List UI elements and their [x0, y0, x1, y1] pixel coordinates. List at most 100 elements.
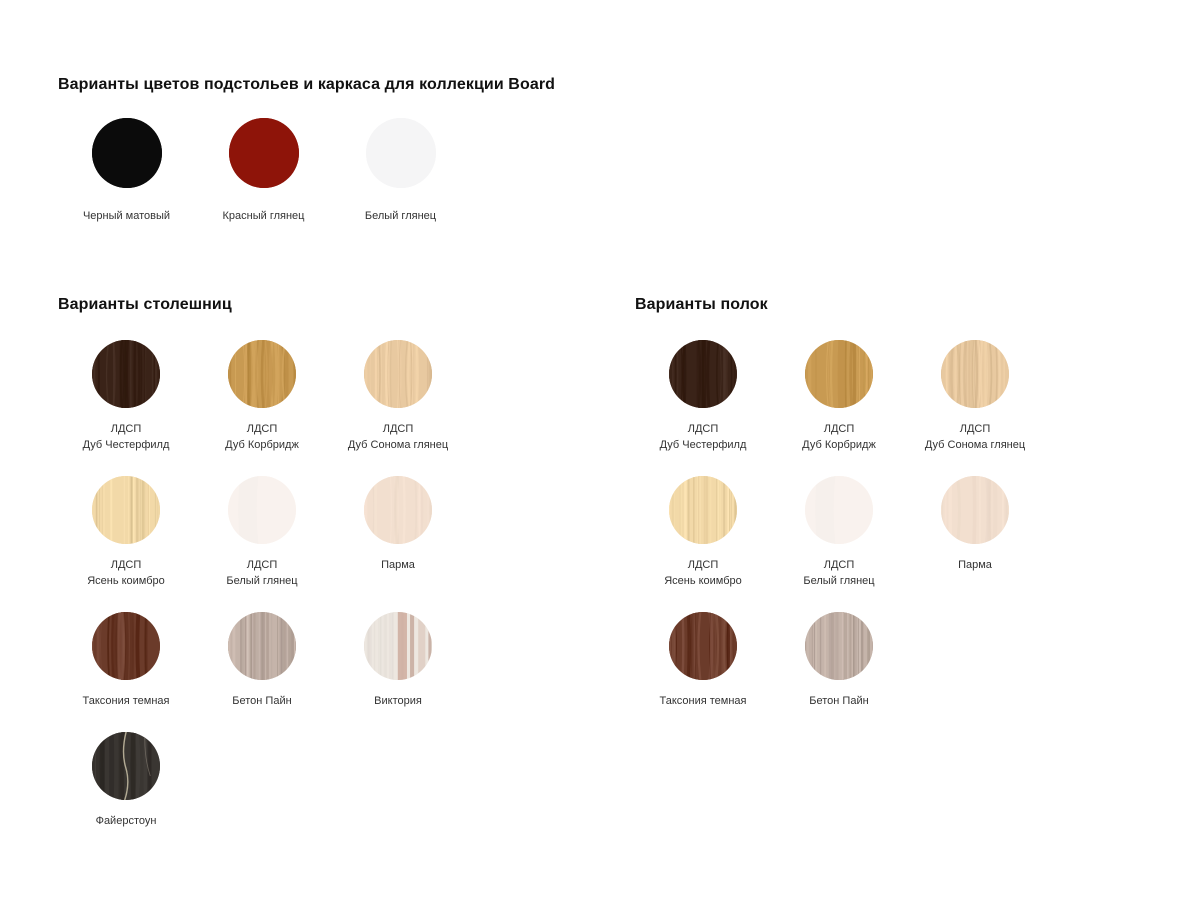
swatch-label: Таксония темная — [660, 693, 747, 709]
swatch-label: ЛДСП Дуб Сонома глянец — [925, 421, 1025, 453]
swatch-disc[interactable] — [805, 476, 873, 544]
swatch-дуб-честерфилд[interactable]: ЛДСП Дуб Честерфилд — [635, 340, 771, 453]
swatch-disc[interactable] — [669, 340, 737, 408]
swatch-label: Черный матовый — [83, 208, 170, 224]
swatch-disc[interactable] — [92, 732, 160, 800]
swatch-label: Бетон Пайн — [232, 693, 291, 709]
swatch-бетон-пайн[interactable]: Бетон Пайн — [771, 612, 907, 709]
swatch-парма[interactable]: Парма — [907, 476, 1043, 589]
swatch-белый-глянец[interactable]: Белый глянец — [332, 118, 469, 224]
swatch-label-line1: ЛДСП — [687, 559, 719, 571]
swatch-дуб-сонома-глянец[interactable]: ЛДСП Дуб Сонома глянец — [907, 340, 1043, 453]
swatch-дуб-корбридж[interactable]: ЛДСП Дуб Корбридж — [771, 340, 907, 453]
swatch-label-line2: Белый глянец — [226, 575, 298, 587]
swatch-disc[interactable] — [364, 340, 432, 408]
swatch-виктория[interactable]: Виктория — [330, 612, 466, 709]
swatch-label-line2: Ясень коимбро — [87, 575, 165, 587]
swatch-disc[interactable] — [91, 118, 162, 188]
swatch-disc[interactable] — [228, 340, 296, 408]
swatch-label: ЛДСП Ясень коимбро — [664, 557, 742, 589]
swatch-disc[interactable] — [669, 476, 737, 544]
swatch-disc[interactable] — [92, 476, 160, 544]
swatch-label: Таксония темная — [83, 693, 170, 709]
swatch-label-line1: ЛДСП — [959, 423, 991, 435]
swatch-label-line2: Дуб Сонома глянец — [924, 439, 1026, 451]
swatch-label-line2: Дуб Честерфилд — [659, 439, 747, 451]
swatch-disc[interactable] — [941, 340, 1009, 408]
swatch-label-line2: Дуб Корбридж — [802, 439, 876, 451]
page-title: Варианты цветов подстольев и каркаса для… — [58, 76, 556, 93]
swatch-disc[interactable] — [228, 118, 299, 188]
swatch-label-line2: Дуб Корбридж — [225, 439, 299, 451]
swatch-парма[interactable]: Парма — [330, 476, 466, 589]
swatch-disc[interactable] — [92, 340, 160, 408]
swatch-label-line1: ЛДСП — [382, 423, 414, 435]
swatch-disc[interactable] — [365, 118, 436, 188]
swatch-ясень-коимбро[interactable]: ЛДСП Ясень коимбро — [58, 476, 194, 589]
swatch-label: ЛДСП Ясень коимбро — [87, 557, 165, 589]
swatch-disc[interactable] — [941, 476, 1009, 544]
swatch-label: Парма — [958, 557, 992, 573]
swatch-label: Бетон Пайн — [809, 693, 868, 709]
swatch-label: Парма — [381, 557, 415, 573]
swatch-таксония-темная[interactable]: Таксония темная — [635, 612, 771, 709]
swatch-label: Файерстоун — [96, 813, 157, 829]
swatch-label: ЛДСП Дуб Корбридж — [225, 421, 299, 453]
swatch-label-line2: Дуб Честерфилд — [82, 439, 170, 451]
swatch-label: ЛДСП Дуб Честерфилд — [660, 421, 747, 453]
swatch-таксония-темная[interactable]: Таксония темная — [58, 612, 194, 709]
swatch-label: ЛДСП Дуб Сонома глянец — [348, 421, 448, 453]
swatch-label-line1: ЛДСП — [110, 423, 142, 435]
swatch-disc[interactable] — [228, 476, 296, 544]
swatch-disc[interactable] — [805, 612, 873, 680]
swatch-label-line1: Таксония темная — [82, 695, 170, 707]
swatch-label-line1: ЛДСП — [246, 423, 278, 435]
swatch-ясень-коимбро[interactable]: ЛДСП Ясень коимбро — [635, 476, 771, 589]
swatch-label-line1: ЛДСП — [823, 423, 855, 435]
swatch-label: ЛДСП Белый глянец — [803, 557, 874, 589]
swatch-label-line1: Парма — [958, 559, 992, 571]
swatch-label-line1: Парма — [381, 559, 415, 571]
shelves-section-title: Варианты полок — [635, 296, 768, 313]
swatch-дуб-сонома-глянец[interactable]: ЛДСП Дуб Сонома глянец — [330, 340, 466, 453]
swatch-label-line1: ЛДСП — [246, 559, 278, 571]
swatch-label-line2: Ясень коимбро — [664, 575, 742, 587]
tabletop-swatch-grid: ЛДСП Дуб Честерфилд ЛДСП Дуб Корбридж ЛДСП Ду… — [58, 340, 478, 852]
swatch-label-line1: ЛДСП — [823, 559, 855, 571]
swatch-label-line1: Черный матовый — [82, 210, 171, 222]
swatch-label-line1: Бетон Пайн — [232, 695, 292, 707]
swatch-label: ЛДСП Дуб Корбридж — [802, 421, 876, 453]
swatch-label-line1: Виктория — [374, 695, 422, 707]
swatch-дуб-корбридж[interactable]: ЛДСП Дуб Корбридж — [194, 340, 330, 453]
shelf-swatch-grid: ЛДСП Дуб Честерфилд ЛДСП Дуб Корбридж ЛДСП Ду… — [635, 340, 1055, 732]
swatch-красный-глянец[interactable]: Красный глянец — [195, 118, 332, 224]
swatch-disc[interactable] — [805, 340, 873, 408]
swatch-label-line2: Белый глянец — [803, 575, 875, 587]
frame-color-grid: Черный матовый Красный глянец Белый глянец — [58, 118, 478, 247]
swatch-label-line1: ЛДСП — [687, 423, 719, 435]
swatch-disc[interactable] — [364, 612, 432, 680]
swatch-белый-глянец[interactable]: ЛДСП Белый глянец — [771, 476, 907, 589]
swatch-label-line1: Бетон Пайн — [809, 695, 869, 707]
swatch-label: Виктория — [374, 693, 422, 709]
swatch-белый-глянец[interactable]: ЛДСП Белый глянец — [194, 476, 330, 589]
swatch-disc[interactable] — [364, 476, 432, 544]
swatch-label-line1: Файерстоун — [95, 815, 157, 827]
swatch-label-line1: Таксония темная — [659, 695, 747, 707]
swatch-черный-матовый[interactable]: Черный матовый — [58, 118, 195, 224]
swatch-disc[interactable] — [669, 612, 737, 680]
tabletops-section-title: Варианты столешниц — [58, 296, 232, 313]
swatch-label: Красный глянец — [223, 208, 305, 224]
swatch-бетон-пайн[interactable]: Бетон Пайн — [194, 612, 330, 709]
swatch-label: ЛДСП Белый глянец — [226, 557, 297, 589]
swatch-label-line1: ЛДСП — [110, 559, 142, 571]
swatch-дуб-честерфилд[interactable]: ЛДСП Дуб Честерфилд — [58, 340, 194, 453]
swatch-label: Белый глянец — [365, 208, 436, 224]
swatch-label-line1: Белый глянец — [364, 210, 437, 222]
swatch-файерстоун[interactable]: Файерстоун — [58, 732, 194, 829]
swatch-label: ЛДСП Дуб Честерфилд — [83, 421, 170, 453]
swatch-label-line2: Дуб Сонома глянец — [347, 439, 449, 451]
swatch-disc[interactable] — [92, 612, 160, 680]
swatch-disc[interactable] — [228, 612, 296, 680]
